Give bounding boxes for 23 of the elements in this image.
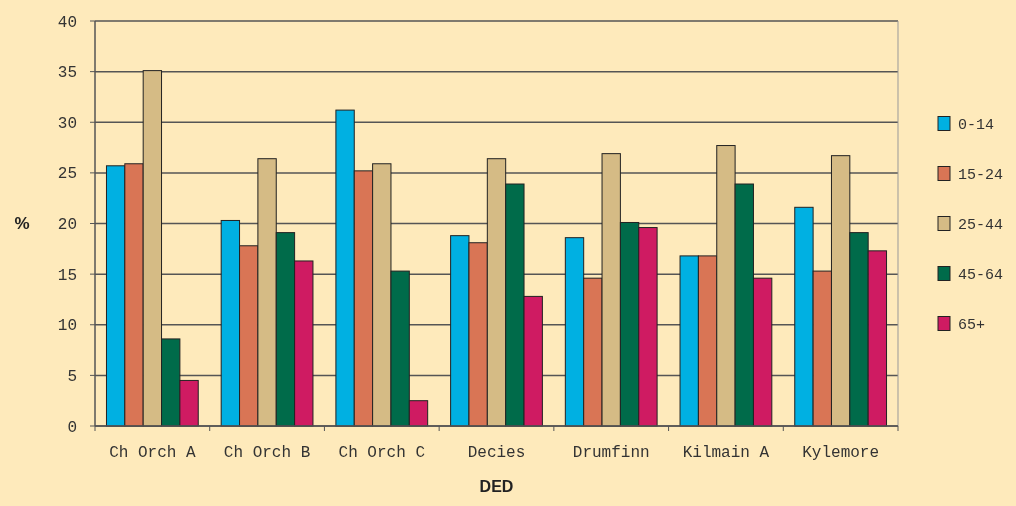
y-tick-label: 40 bbox=[57, 13, 77, 32]
x-tick-label: Drumfinn bbox=[572, 444, 650, 462]
legend-label: 65+ bbox=[958, 316, 986, 334]
legend-label: 25-44 bbox=[958, 216, 1004, 234]
x-tick-label: Ch Orch A bbox=[109, 444, 196, 462]
y-tick-label: 35 bbox=[57, 64, 77, 83]
x-tick-label: Ch Orch C bbox=[338, 444, 425, 462]
y-tick-label: 5 bbox=[67, 367, 77, 386]
y-tick-label: 15 bbox=[57, 266, 77, 285]
legend-label: 45-64 bbox=[958, 266, 1004, 284]
y-tick-label: 30 bbox=[57, 114, 77, 133]
x-tick-label: Kylemore bbox=[802, 444, 880, 462]
legend-label: 15-24 bbox=[958, 166, 1004, 184]
y-tick-label: 10 bbox=[57, 317, 77, 336]
x-tick-label: Kilmain A bbox=[682, 444, 770, 462]
y-tick-label: 25 bbox=[57, 165, 77, 184]
y-axis-title: % bbox=[14, 214, 30, 234]
x-tick-label: Decies bbox=[467, 444, 526, 462]
y-tick-label: 0 bbox=[67, 418, 77, 437]
x-axis-title: DED bbox=[479, 478, 514, 495]
y-tick-label: 20 bbox=[57, 216, 77, 235]
legend-label: 0-14 bbox=[958, 116, 995, 134]
x-tick-label: Ch Orch B bbox=[223, 444, 311, 462]
